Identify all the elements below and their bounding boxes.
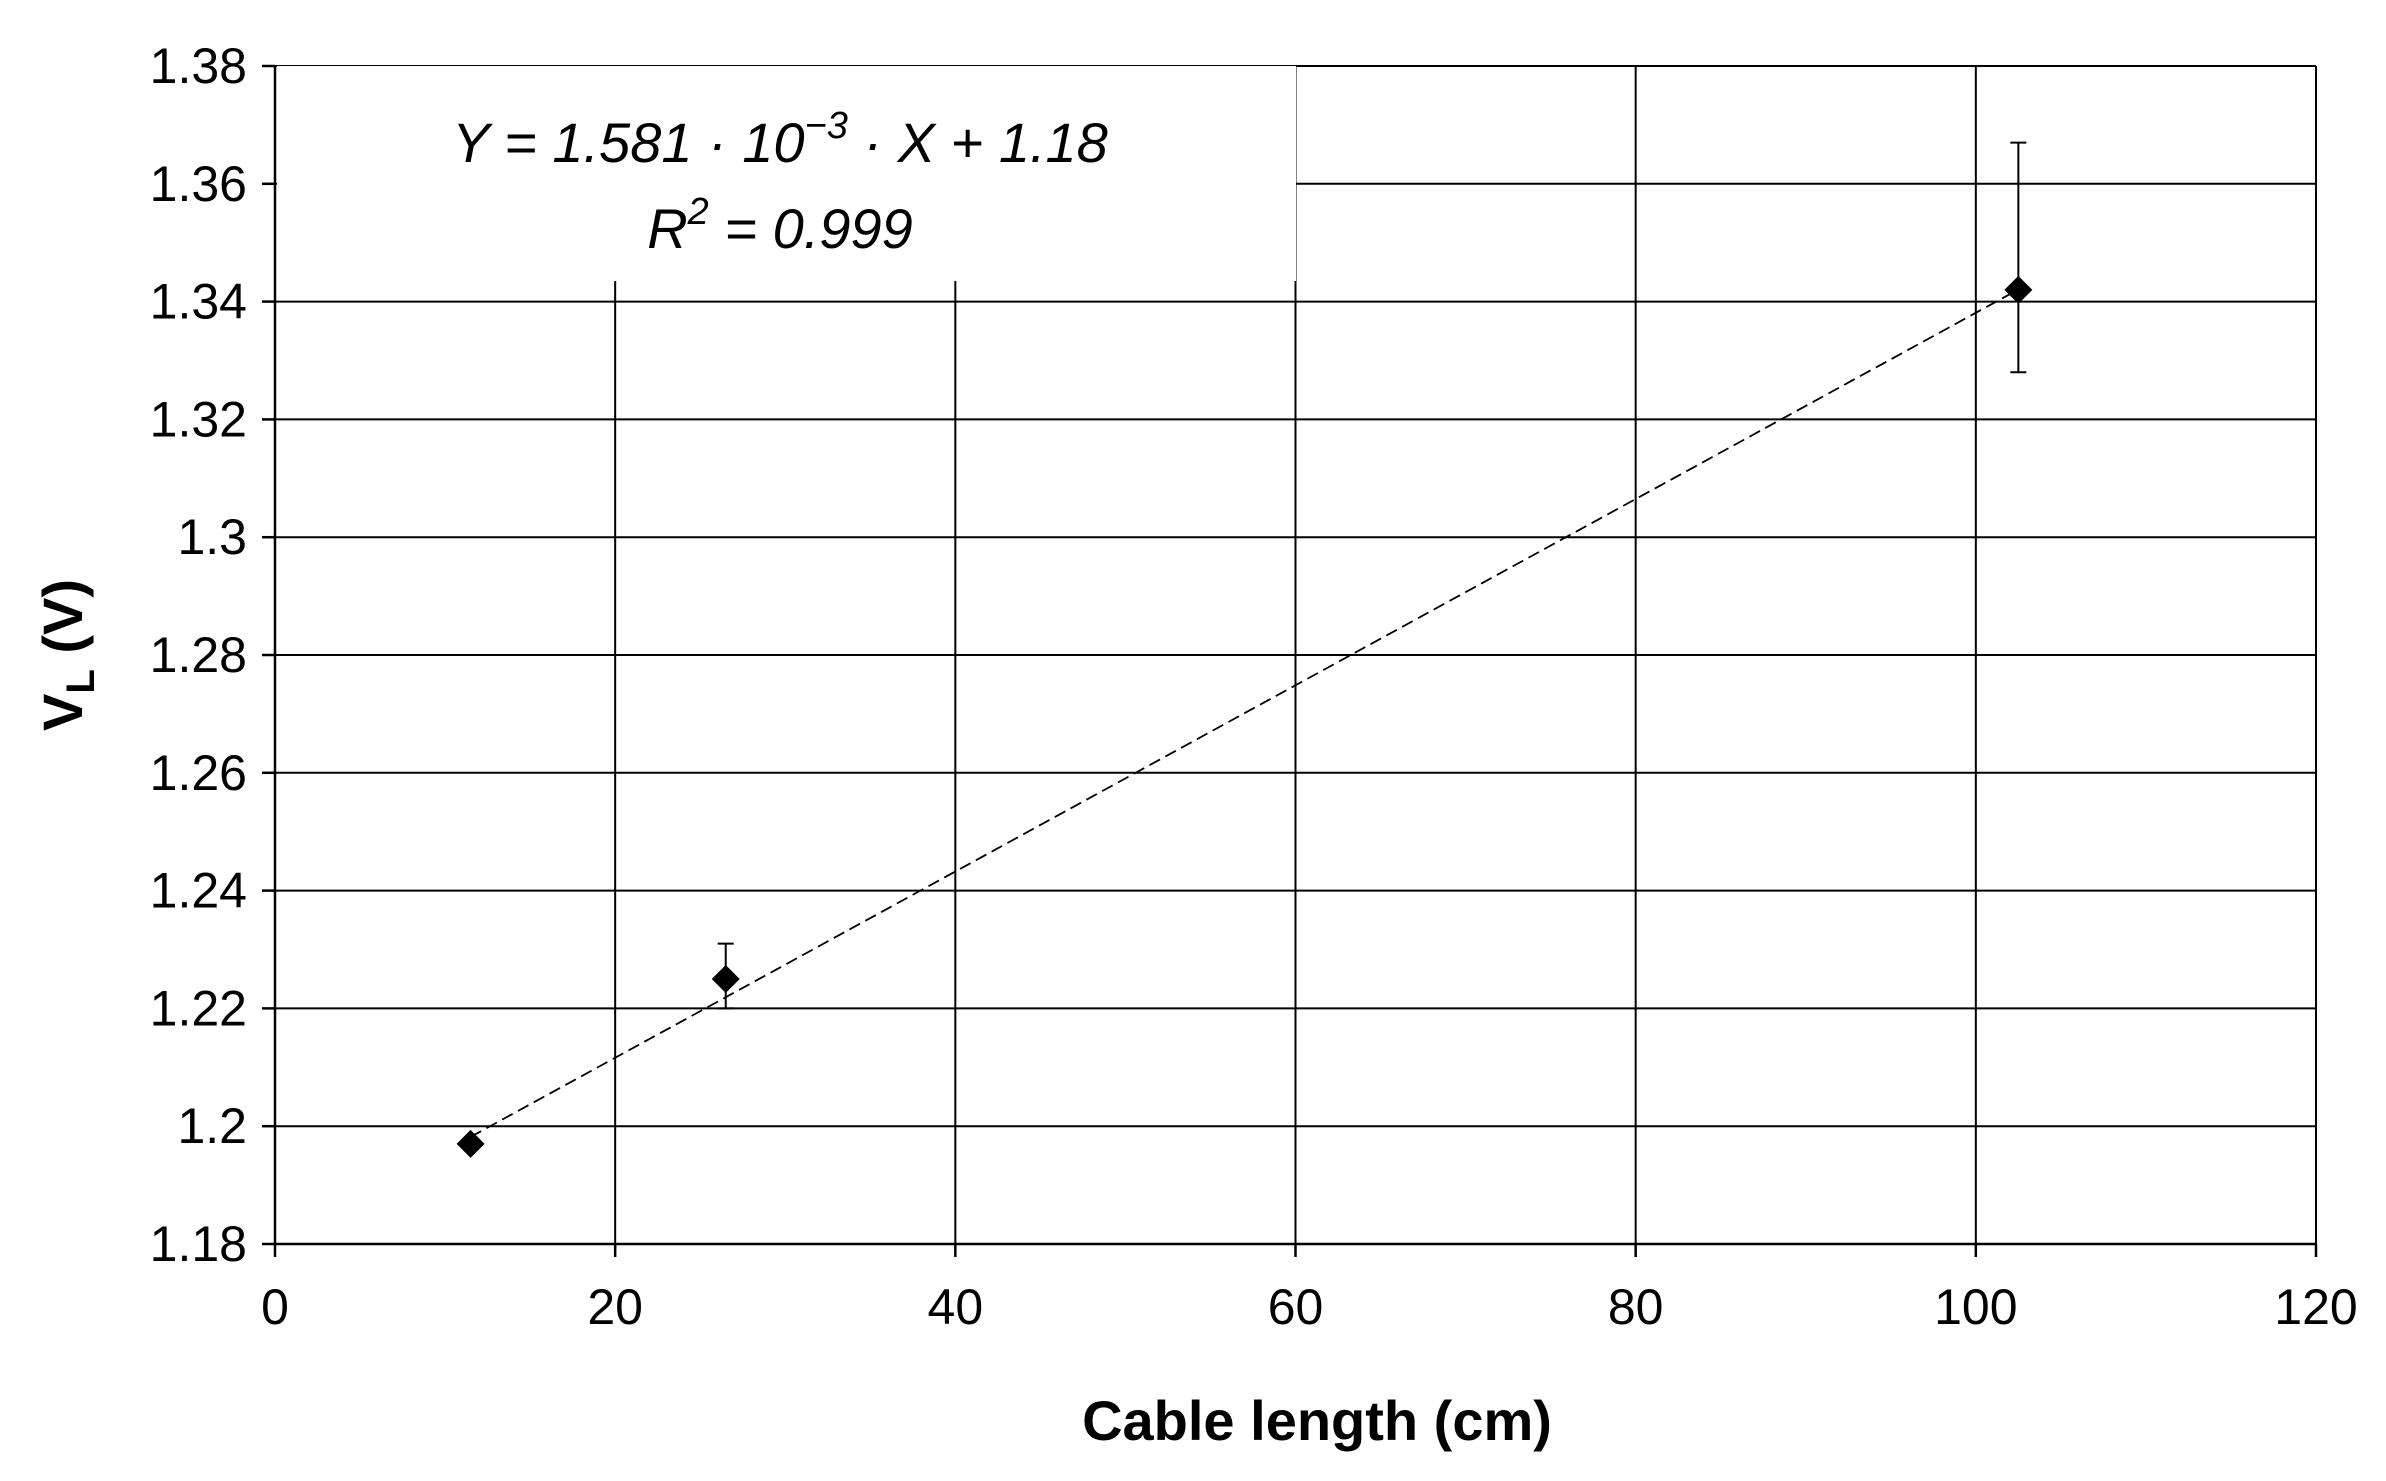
data-point xyxy=(456,1129,485,1158)
x-tick-label: 80 xyxy=(1608,1279,1664,1335)
x-tick-label: 120 xyxy=(2274,1279,2357,1335)
y-tick-label: 1.32 xyxy=(150,391,247,447)
y-tick-label: 1.26 xyxy=(150,745,247,801)
x-tick-label: 20 xyxy=(587,1279,643,1335)
y-tick-label: 1.34 xyxy=(150,274,247,330)
y-tick-label: 1.22 xyxy=(150,980,247,1036)
x-tick-label: 40 xyxy=(928,1279,984,1335)
data-point xyxy=(711,964,740,993)
equation-box xyxy=(277,66,1296,281)
trendline-segment xyxy=(470,288,2019,1138)
y-tick-label: 1.28 xyxy=(150,627,247,683)
y-axis-title: VL (V) xyxy=(31,579,103,731)
r-squared-suffix: = 0.999 xyxy=(709,197,913,260)
y-axis-title-unit: (V) xyxy=(31,579,94,669)
x-tick-label: 0 xyxy=(261,1279,289,1335)
error-bars xyxy=(717,141,2027,1010)
trendline xyxy=(470,288,2019,1138)
y-tick-label: 1.36 xyxy=(150,156,247,212)
y-tick-label: 1.3 xyxy=(177,509,247,565)
x-axis-title: Cable length (cm) xyxy=(1082,1389,1552,1452)
y-tick-label: 1.38 xyxy=(150,38,247,94)
y-tick-label: 1.2 xyxy=(177,1098,247,1154)
x-tick-label: 60 xyxy=(1268,1279,1324,1335)
y-tick-label: 1.18 xyxy=(150,1216,247,1272)
x-tick-label: 100 xyxy=(1934,1279,2017,1335)
data-point xyxy=(2004,275,2033,304)
y-axis-title-subscript: L xyxy=(59,669,103,693)
regression-equation: Y = 1.581 · 10−3 · X + 1.18 xyxy=(452,105,1108,174)
x-tick-marks xyxy=(273,1244,2318,1257)
equation-exponent: −3 xyxy=(805,105,848,147)
y-tick-marks xyxy=(262,64,275,1246)
equation-lhs: Y = 1.581 · 10 xyxy=(452,111,804,174)
x-tick-labels: 0 20 40 60 80 100 120 xyxy=(261,1279,2358,1335)
y-axis-title-main: V xyxy=(31,694,94,731)
r-squared-exponent: 2 xyxy=(687,191,709,233)
r-squared: R2 = 0.999 xyxy=(647,191,913,260)
y-tick-label: 1.24 xyxy=(150,863,247,919)
r-squared-prefix: R xyxy=(647,197,687,260)
y-tick-labels: 1.18 1.2 1.22 1.24 1.26 1.28 1.3 1.32 1.34 1.36 1.… xyxy=(150,38,247,1272)
equation-rhs: · X + 1.18 xyxy=(848,111,1108,174)
data-points xyxy=(456,275,2033,1158)
